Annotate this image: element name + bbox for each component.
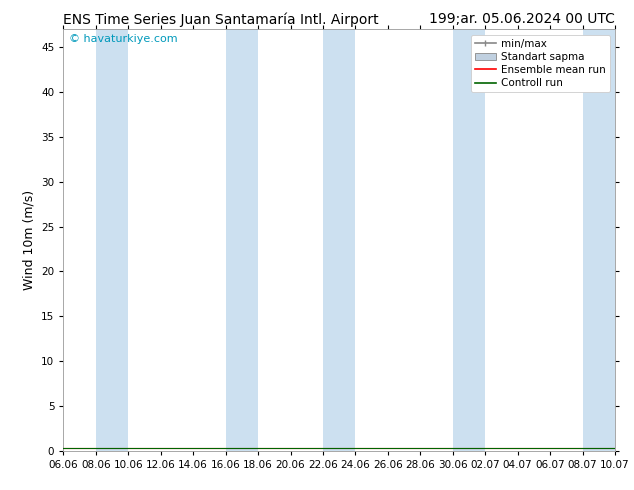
Bar xyxy=(323,29,356,451)
Bar xyxy=(226,29,258,451)
Bar xyxy=(583,29,615,451)
Bar xyxy=(453,29,485,451)
Bar xyxy=(96,29,128,451)
Y-axis label: Wind 10m (m/s): Wind 10m (m/s) xyxy=(23,190,36,290)
Text: © havaturkiye.com: © havaturkiye.com xyxy=(69,34,178,44)
Legend: min/max, Standart sapma, Ensemble mean run, Controll run: min/max, Standart sapma, Ensemble mean r… xyxy=(470,35,610,92)
Text: 199;ar. 05.06.2024 00 UTC: 199;ar. 05.06.2024 00 UTC xyxy=(429,12,615,26)
Text: ENS Time Series Juan Santamaría Intl. Airport: ENS Time Series Juan Santamaría Intl. Ai… xyxy=(63,12,379,27)
